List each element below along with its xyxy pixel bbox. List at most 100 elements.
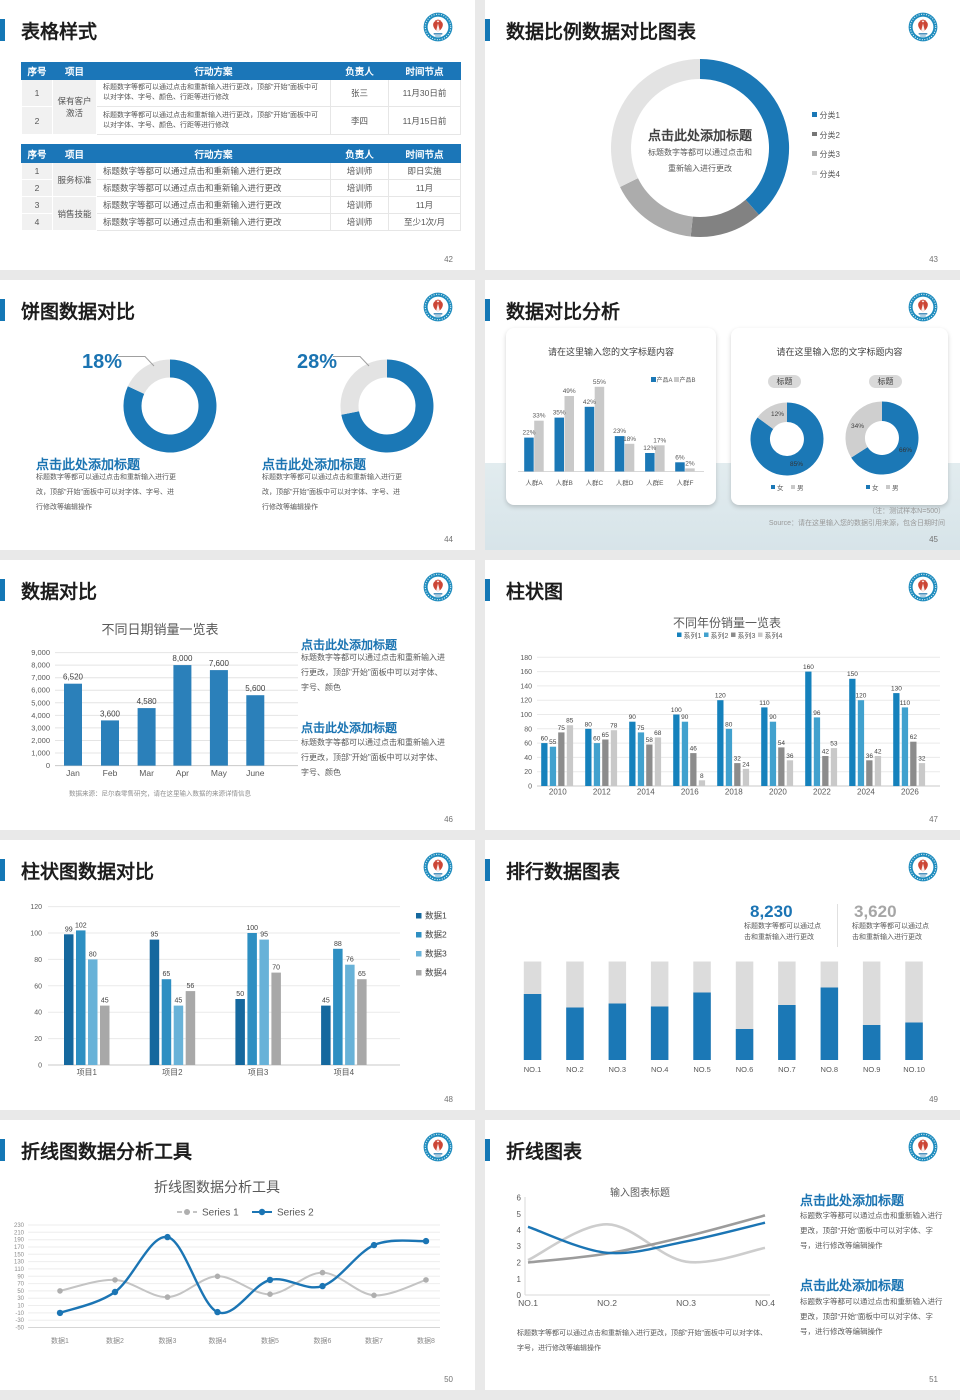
svg-text:100: 100 — [30, 931, 42, 938]
svg-text:数据1: 数据1 — [51, 1336, 69, 1345]
svg-text:60: 60 — [34, 983, 42, 990]
svg-text:110: 110 — [900, 700, 911, 707]
svg-text:-50: -50 — [15, 1326, 24, 1332]
svg-text:NO.2: NO.2 — [566, 1065, 584, 1074]
svg-text:项目2: 项目2 — [162, 1068, 183, 1077]
svg-text:数据3: 数据3 — [159, 1336, 177, 1345]
svg-text:102: 102 — [75, 922, 87, 929]
svg-text:99: 99 — [65, 926, 73, 933]
svg-text:3,600: 3,600 — [100, 709, 121, 718]
svg-text:55%: 55% — [593, 379, 606, 386]
svg-text:5,000: 5,000 — [31, 698, 50, 707]
svg-text:2,000: 2,000 — [31, 736, 50, 745]
svg-text:数据6: 数据6 — [314, 1336, 332, 1345]
svg-text:210: 210 — [14, 1230, 25, 1236]
svg-text:Jan: Jan — [66, 768, 80, 778]
svg-text:95: 95 — [260, 932, 268, 939]
svg-text:数据2: 数据2 — [106, 1336, 124, 1345]
svg-text:42: 42 — [874, 749, 882, 756]
svg-text:53: 53 — [830, 741, 838, 748]
svg-text:12%: 12% — [643, 445, 656, 452]
svg-text:180: 180 — [520, 655, 532, 662]
svg-text:120: 120 — [855, 693, 866, 700]
svg-text:4,000: 4,000 — [31, 711, 50, 720]
svg-text:49%: 49% — [563, 388, 576, 395]
svg-text:系列3: 系列3 — [738, 631, 756, 640]
svg-text:54: 54 — [778, 740, 786, 747]
svg-text:140: 140 — [520, 683, 532, 690]
svg-text:50: 50 — [17, 1289, 24, 1295]
svg-text:人群D: 人群D — [616, 478, 634, 487]
svg-text:2022: 2022 — [813, 788, 831, 797]
svg-text:130: 130 — [14, 1260, 25, 1266]
svg-text:80: 80 — [585, 721, 593, 728]
svg-text:6,520: 6,520 — [63, 673, 84, 682]
svg-text:系列2: 系列2 — [711, 631, 729, 640]
svg-text:62: 62 — [910, 734, 918, 741]
svg-text:110: 110 — [14, 1267, 24, 1273]
svg-text:65: 65 — [358, 971, 366, 978]
svg-text:90: 90 — [681, 714, 689, 721]
svg-text:数据4: 数据4 — [209, 1336, 227, 1345]
svg-text:9,000: 9,000 — [31, 648, 50, 657]
svg-text:人群F: 人群F — [677, 478, 694, 487]
svg-text:100: 100 — [246, 925, 258, 932]
svg-text:数据8: 数据8 — [417, 1336, 435, 1345]
svg-text:系列1: 系列1 — [684, 631, 702, 640]
svg-text:70: 70 — [17, 1282, 24, 1288]
svg-text:32: 32 — [918, 756, 926, 763]
svg-text:55: 55 — [549, 739, 557, 746]
svg-text:人群C: 人群C — [586, 478, 604, 487]
svg-text:96: 96 — [813, 710, 821, 717]
svg-text:人群B: 人群B — [556, 478, 573, 487]
svg-text:56: 56 — [187, 983, 195, 990]
svg-text:Series 1: Series 1 — [202, 1208, 239, 1219]
svg-text:40: 40 — [34, 1010, 42, 1017]
svg-text:33%: 33% — [532, 413, 545, 420]
svg-text:2%: 2% — [685, 460, 695, 467]
svg-text:数据7: 数据7 — [365, 1336, 383, 1345]
svg-text:0: 0 — [46, 761, 50, 770]
svg-text:7,600: 7,600 — [209, 659, 230, 668]
svg-text:17%: 17% — [653, 437, 666, 444]
svg-text:75: 75 — [637, 725, 645, 732]
svg-text:0: 0 — [517, 1291, 522, 1300]
svg-text:6: 6 — [517, 1194, 522, 1203]
svg-text:May: May — [211, 768, 228, 778]
svg-text:36: 36 — [866, 753, 874, 760]
svg-text:项目1: 项目1 — [77, 1068, 98, 1077]
svg-text:76: 76 — [346, 957, 354, 964]
svg-text:0: 0 — [38, 1063, 42, 1070]
svg-text:78: 78 — [610, 723, 618, 730]
svg-text:NO.3: NO.3 — [609, 1065, 627, 1074]
svg-text:65: 65 — [602, 732, 610, 739]
svg-text:150: 150 — [14, 1252, 25, 1258]
svg-text:NO.9: NO.9 — [863, 1065, 881, 1074]
svg-text:30: 30 — [17, 1296, 24, 1302]
svg-text:NO.5: NO.5 — [693, 1065, 711, 1074]
svg-text:66%: 66% — [899, 447, 912, 454]
svg-text:85: 85 — [566, 718, 574, 725]
svg-text:项目3: 项目3 — [248, 1068, 269, 1077]
svg-text:1: 1 — [517, 1275, 522, 1284]
svg-text:32: 32 — [734, 756, 742, 763]
svg-text:数据1: 数据1 — [425, 911, 447, 921]
svg-text:60: 60 — [541, 736, 549, 743]
svg-text:110: 110 — [759, 700, 770, 707]
svg-text:NO.2: NO.2 — [597, 1298, 617, 1308]
svg-text:60: 60 — [593, 736, 601, 743]
svg-text:人群A: 人群A — [525, 478, 543, 487]
svg-text:10: 10 — [17, 1304, 24, 1310]
svg-text:NO.10: NO.10 — [903, 1065, 925, 1074]
svg-text:12%: 12% — [771, 411, 784, 418]
svg-text:June: June — [246, 768, 265, 778]
svg-text:130: 130 — [891, 686, 902, 693]
svg-text:2016: 2016 — [681, 788, 699, 797]
svg-text:68: 68 — [654, 730, 662, 737]
svg-text:22%: 22% — [522, 430, 535, 437]
svg-text:150: 150 — [847, 671, 858, 678]
svg-text:2020: 2020 — [769, 788, 787, 797]
svg-text:90: 90 — [629, 714, 637, 721]
svg-text:18%: 18% — [623, 436, 636, 443]
svg-text:230: 230 — [14, 1223, 25, 1229]
